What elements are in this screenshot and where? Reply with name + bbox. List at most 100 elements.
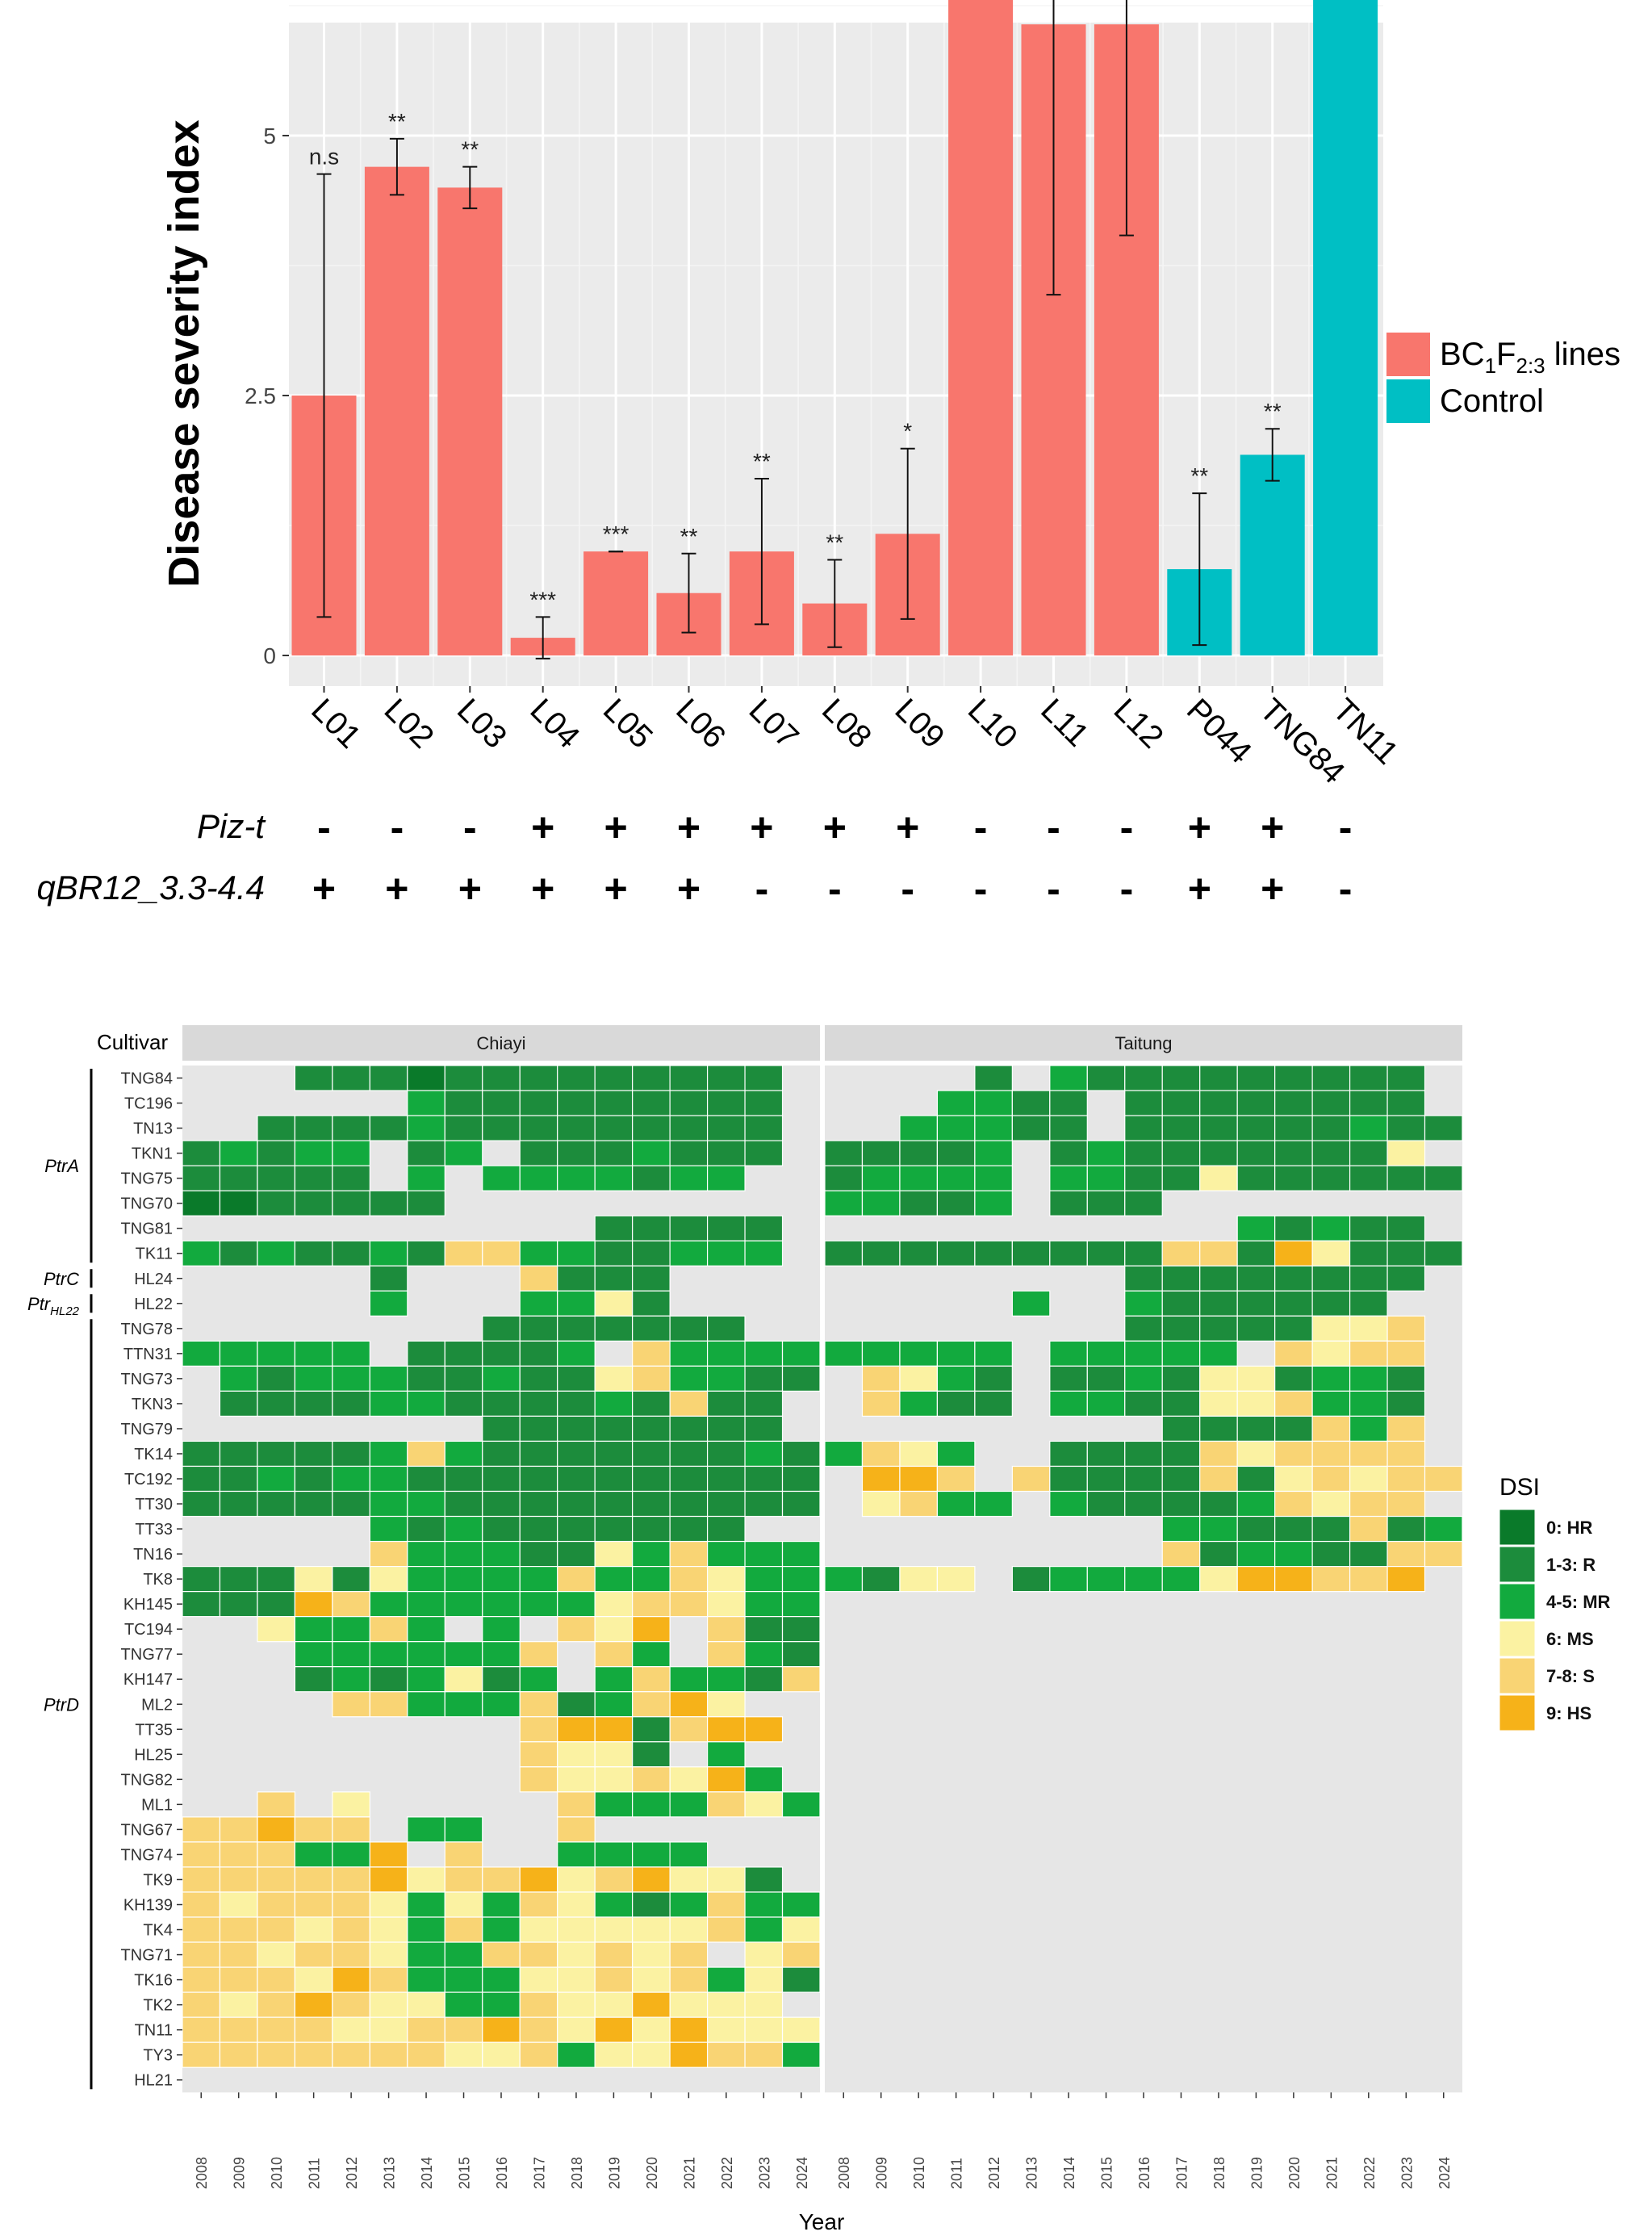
year-label: 2019 bbox=[1248, 2157, 1265, 2189]
heat-cell bbox=[1199, 1390, 1238, 1417]
heat-cell bbox=[669, 1140, 709, 1166]
heat-cell bbox=[706, 1090, 746, 1116]
heat-cell bbox=[899, 1190, 939, 1216]
heat-cell bbox=[294, 1966, 333, 1993]
heat-cell bbox=[899, 1490, 939, 1518]
heat-cell bbox=[861, 1240, 901, 1267]
heat-cell bbox=[1086, 1190, 1126, 1216]
heat-cell bbox=[257, 1390, 296, 1417]
row-label: TK11 bbox=[136, 1246, 173, 1263]
heat-cell bbox=[219, 1866, 258, 1893]
heat-cell bbox=[899, 1115, 939, 1141]
heat-cell bbox=[1049, 1090, 1088, 1116]
heat-cell bbox=[744, 1716, 784, 1743]
heat-cell bbox=[1349, 1340, 1388, 1367]
heat-cell bbox=[369, 1866, 408, 1893]
heat-cell bbox=[257, 1365, 296, 1392]
heat-cell bbox=[519, 1340, 558, 1367]
heat-cell bbox=[594, 1891, 634, 1918]
heat-cell bbox=[482, 1866, 521, 1893]
heat-cell bbox=[1161, 1365, 1201, 1392]
heat-cell bbox=[706, 1666, 746, 1693]
year-label: 2022 bbox=[719, 2157, 735, 2189]
bar-L03 bbox=[437, 187, 503, 655]
heat-cell bbox=[669, 1666, 709, 1693]
heat-cell bbox=[1161, 1290, 1201, 1317]
heat-cell bbox=[632, 1591, 671, 1618]
row-label: TNG75 bbox=[121, 1170, 173, 1188]
row-label: TK2 bbox=[143, 1997, 173, 2015]
y-tick-label: 0 bbox=[263, 643, 276, 668]
heat-cell bbox=[407, 1966, 445, 1993]
heat-cell bbox=[1199, 1315, 1238, 1342]
heat-cell bbox=[1311, 1265, 1351, 1292]
heat-cell bbox=[1386, 1390, 1426, 1417]
legend-label: 0: HR bbox=[1546, 1518, 1593, 1538]
heat-cell bbox=[557, 1766, 596, 1793]
heat-cell bbox=[1124, 1490, 1163, 1518]
heat-cell bbox=[594, 1465, 634, 1493]
heat-cell bbox=[482, 1490, 521, 1518]
heat-cell bbox=[407, 1065, 445, 1091]
heat-cell bbox=[407, 1115, 445, 1141]
heat-cell bbox=[1161, 1415, 1201, 1442]
heat-cell bbox=[369, 1540, 408, 1568]
heat-cell bbox=[1011, 1240, 1051, 1267]
legend-swatch bbox=[1499, 1546, 1536, 1583]
heat-cell bbox=[1386, 1090, 1426, 1116]
heat-cell bbox=[369, 1515, 408, 1543]
year-label: 2016 bbox=[494, 2157, 510, 2189]
heat-cell bbox=[1124, 1465, 1163, 1493]
heat-cell bbox=[1086, 1440, 1126, 1468]
heat-cell bbox=[482, 1390, 521, 1417]
heat-cell bbox=[936, 1490, 976, 1518]
heat-cell bbox=[332, 1065, 370, 1091]
heat-cell bbox=[407, 1616, 445, 1643]
heat-cell bbox=[632, 1390, 671, 1417]
heat-cell bbox=[444, 1991, 483, 2018]
heat-cell bbox=[706, 1616, 746, 1643]
heat-cell bbox=[519, 1540, 558, 1568]
heat-cell bbox=[257, 1565, 296, 1593]
heat-cell bbox=[899, 1240, 939, 1267]
heat-cell bbox=[1236, 1465, 1276, 1493]
year-label: 2010 bbox=[269, 2157, 285, 2189]
row-label: TY3 bbox=[143, 2047, 173, 2065]
heat-cell bbox=[257, 1891, 296, 1918]
row-label: TNG79 bbox=[121, 1421, 173, 1438]
significance-label: *** bbox=[529, 587, 556, 612]
marker-sign: + bbox=[677, 805, 701, 850]
heat-cell bbox=[1161, 1490, 1201, 1518]
heat-cell bbox=[1199, 1240, 1238, 1267]
heat-cell bbox=[444, 1565, 483, 1593]
heat-cell bbox=[669, 1315, 709, 1342]
heat-cell bbox=[332, 1190, 370, 1216]
heat-cell bbox=[332, 1365, 370, 1392]
heat-cell bbox=[706, 1565, 746, 1593]
heat-cell bbox=[1011, 1565, 1051, 1593]
heat-cell bbox=[781, 1916, 821, 1943]
heat-cell bbox=[482, 1916, 521, 1943]
heat-cell bbox=[519, 1641, 558, 1668]
heat-cell bbox=[669, 1991, 709, 2018]
heat-cell bbox=[744, 1966, 784, 1993]
heat-cell bbox=[482, 1591, 521, 1618]
heat-cell bbox=[1161, 1440, 1201, 1468]
heat-cell bbox=[369, 1666, 408, 1693]
heat-cell bbox=[1199, 1440, 1238, 1468]
heat-cell bbox=[1274, 1440, 1313, 1468]
year-label: 2024 bbox=[794, 2157, 810, 2189]
row-labels: TNG84 TC196 TN13 TKN1 TNG75 TNG70 TNG81 TK11 HL2… bbox=[121, 1070, 182, 2090]
heat-cell bbox=[294, 1390, 333, 1417]
legend-swatch bbox=[1499, 1509, 1536, 1546]
significance-label: ** bbox=[461, 137, 479, 162]
panel-title: Taitung bbox=[1115, 1033, 1173, 1053]
heat-cell bbox=[669, 1490, 709, 1518]
heat-cell bbox=[369, 1891, 408, 1918]
heat-cell bbox=[899, 1140, 939, 1166]
heat-cell bbox=[257, 1991, 296, 2018]
heat-cell bbox=[294, 1140, 333, 1166]
heat-cell bbox=[332, 1866, 370, 1893]
heat-cell bbox=[706, 1365, 746, 1392]
heat-cell bbox=[557, 1065, 596, 1091]
